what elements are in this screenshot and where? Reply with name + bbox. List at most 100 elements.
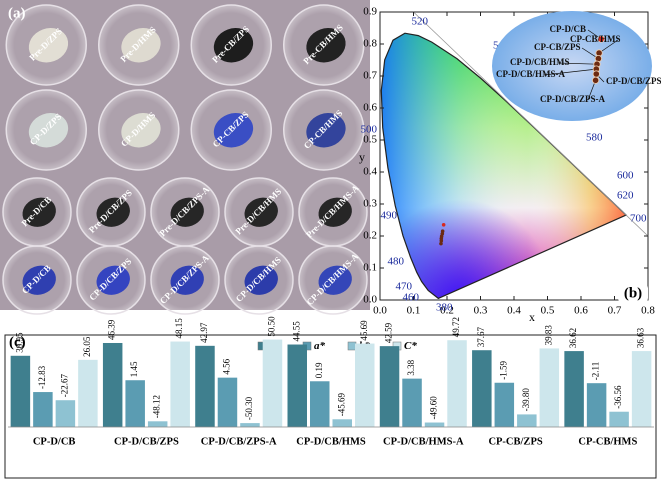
bar — [631, 351, 652, 427]
powder-sample — [170, 265, 204, 295]
x-tick-label: 0.8 — [641, 305, 655, 317]
value-label: 0.19 — [314, 362, 324, 378]
value-label: 50.50 — [267, 316, 277, 337]
y-tick-label: 0.9 — [363, 6, 377, 18]
y-tick-label: 0.3 — [363, 198, 377, 210]
value-label: 36.62 — [568, 328, 578, 348]
inset-label: CP-D/CB — [550, 24, 587, 34]
bar — [609, 411, 629, 427]
wavelength-label: 600 — [617, 170, 634, 182]
wavelength-label: 490 — [381, 210, 398, 222]
powder-sample — [22, 265, 56, 295]
x-tick-label: CP-CB/HMS — [578, 436, 637, 447]
value-label: -45.69 — [336, 393, 346, 417]
color-point — [439, 239, 444, 243]
wavelength-label: 480 — [388, 256, 405, 268]
panel-c-frame — [4, 334, 657, 479]
x-tick-label: 0.5 — [541, 305, 555, 317]
value-label: -1.59 — [498, 360, 508, 379]
panel-label: (a) — [8, 5, 26, 21]
bar — [287, 344, 307, 427]
inset-point — [597, 35, 605, 43]
panel-label: (b) — [624, 285, 642, 301]
powder-sample — [22, 197, 56, 227]
value-label: 42.97 — [199, 322, 209, 343]
value-label: 45.69 — [359, 320, 369, 341]
powder-sample — [96, 197, 130, 227]
y-axis-label: y — [359, 150, 365, 164]
wavelength-label: 620 — [617, 190, 634, 202]
wavelength-label: 500 — [361, 124, 378, 136]
bar — [55, 400, 76, 427]
powder-sample — [213, 28, 254, 63]
bar — [517, 414, 537, 427]
powder-sample — [96, 265, 130, 295]
powder-sample — [28, 28, 69, 63]
value-label: -2.11 — [591, 362, 601, 380]
bar — [102, 342, 123, 427]
bar — [424, 422, 445, 427]
value-label: -48.12 — [152, 395, 162, 418]
bar — [539, 348, 560, 427]
y-tick-label: 0.2 — [363, 230, 377, 242]
value-label: -39.80 — [521, 388, 531, 412]
x-tick-label: 0.1 — [407, 305, 421, 317]
legend-label: C* — [404, 340, 417, 352]
bar — [78, 359, 98, 427]
value-label: 42.59 — [384, 322, 394, 343]
x-tick-label: 0.2 — [440, 305, 454, 317]
y-tick-label: 0.1 — [363, 262, 377, 274]
inset-background — [492, 11, 652, 121]
powder-sample — [244, 197, 278, 227]
inset-label: CP-CB/ZPS — [534, 42, 581, 52]
value-label: 48.15 — [174, 318, 184, 339]
bar — [262, 339, 283, 427]
x-tick-label: 0.0 — [373, 305, 387, 317]
value-label: 44.55 — [291, 321, 301, 342]
x-axis-label: x — [529, 310, 535, 324]
wavelength-label: 380 — [436, 302, 453, 314]
value-label: -12.83 — [37, 365, 47, 389]
bar — [310, 381, 330, 427]
wavelength-label: 520 — [412, 16, 429, 28]
x-tick-label: 0.4 — [507, 305, 521, 317]
value-label: -50.30 — [244, 396, 254, 420]
bar — [240, 423, 260, 427]
value-label: 36.63 — [636, 327, 646, 348]
leader-line — [543, 68, 597, 76]
inset-label: CP-D/CB/HMS — [510, 57, 570, 67]
powder-sample — [170, 197, 204, 227]
legend-label: a* — [314, 340, 326, 352]
value-label: 3.38 — [406, 359, 416, 375]
color-point — [439, 241, 443, 246]
y-tick-label: 0.6 — [363, 102, 377, 114]
x-tick-label: 0.7 — [608, 305, 622, 317]
y-tick-label: 0.0 — [363, 294, 377, 306]
bar — [195, 345, 215, 427]
value-label: 30.95 — [14, 332, 24, 353]
value-label: 37.67 — [476, 326, 486, 347]
bar — [402, 378, 422, 427]
y-tick-label: 0.5 — [363, 134, 377, 146]
powder-sample — [244, 265, 278, 295]
y-tick-label: 0.4 — [363, 166, 377, 178]
panel-label: (c) — [9, 334, 26, 350]
y-tick-label: 0.7 — [363, 70, 377, 82]
x-tick-label: CP-D/CB/ZPS-A — [201, 436, 277, 447]
value-label: 39.83 — [543, 325, 553, 346]
panel-label-box — [618, 283, 648, 303]
value-label: 4.56 — [222, 358, 232, 374]
inset-label: CP-D/CB/HMS-A — [496, 69, 565, 79]
x-tick-label: CP-D/CB/HMS — [296, 436, 366, 447]
color-point — [441, 223, 446, 227]
bar — [586, 383, 607, 427]
wavelength-label: 580 — [586, 132, 603, 144]
value-label: 1.45 — [129, 361, 139, 377]
value-label: -22.67 — [59, 373, 69, 397]
inset-label: CP-D/CB/ZPS — [606, 76, 661, 86]
bar — [170, 341, 190, 427]
x-tick-label: CP-D/CB — [33, 436, 76, 447]
powder-sample — [306, 113, 346, 148]
